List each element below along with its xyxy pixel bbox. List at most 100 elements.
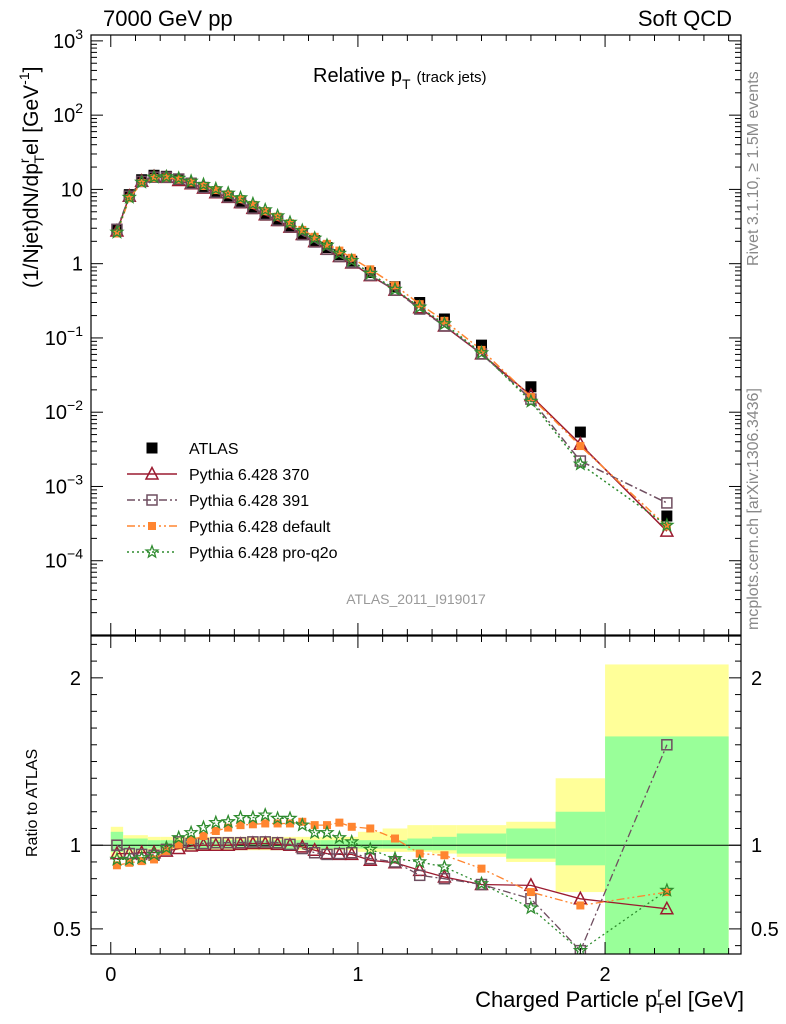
stat-band-bin xyxy=(320,840,334,849)
ratio-point-pythia-6-428-391 xyxy=(284,838,296,851)
stat-band-bin xyxy=(197,840,210,849)
data-point-pythia-6-428-pro-q2o xyxy=(158,168,175,184)
ratio-point-pythia-6-428-pro-q2o xyxy=(331,829,348,845)
ratio-point-pythia-6-428-default xyxy=(273,819,282,828)
ratio-point-pythia-6-428-pro-q2o xyxy=(208,814,224,830)
ratio-point-pythia-6-428-pro-q2o xyxy=(257,807,273,822)
stat-band-bin xyxy=(221,840,235,849)
ratio-point-pythia-6-428-pro-q2o xyxy=(436,858,453,874)
ratio-point-pythia-6-428-default xyxy=(440,851,449,860)
ratio-y-tick-label-right: 1 xyxy=(751,835,762,857)
main-plot xyxy=(109,168,675,537)
ratio-y-axis-label: Ratio to ATLAS xyxy=(24,749,41,857)
ratio-point-pythia-6-428-default xyxy=(347,822,356,831)
legend-label-pythia-6-428-370: Pythia 6.428 370 xyxy=(189,467,309,484)
data-point-pythia-6-428-391 xyxy=(661,497,673,509)
stat-band-bin xyxy=(456,833,507,854)
data-point-pythia-6-428-pro-q2o xyxy=(362,265,378,280)
data-point-pythia-6-428-default xyxy=(323,239,332,248)
ratio-point-pythia-6-428-default xyxy=(415,849,424,858)
ratio-point-pythia-6-428-391 xyxy=(661,739,673,751)
data-point-pythia-6-428-pro-q2o xyxy=(307,230,323,245)
series-line-pythia-6-428-default xyxy=(116,176,668,527)
y-tick-label: 1 xyxy=(72,254,83,276)
data-point-pythia-6-428-default xyxy=(576,442,585,451)
data-point-pythia-6-428-default xyxy=(162,173,171,182)
ratio-point-pythia-6-428-pro-q2o xyxy=(170,829,187,845)
data-point-pythia-6-428-default xyxy=(526,393,535,402)
y-tick-label: 10−3 xyxy=(45,471,83,498)
ratio-point-pythia-6-428-default xyxy=(174,840,183,849)
data-point-pythia-6-428-default xyxy=(366,265,375,274)
ratio-point-pythia-6-428-391 xyxy=(123,847,136,860)
ratio-point-pythia-6-428-370 xyxy=(319,845,335,860)
ratio-point-pythia-6-428-default xyxy=(224,823,233,832)
ratio-point-pythia-6-428-pro-q2o xyxy=(387,850,403,866)
ratio-point-pythia-6-428-pro-q2o xyxy=(195,819,212,835)
ratio-point-pythia-6-428-pro-q2o xyxy=(183,824,199,840)
data-point-pythia-6-428-pro-q2o xyxy=(319,237,335,252)
stat-band-bin xyxy=(407,838,433,851)
stat-band-bin xyxy=(147,840,161,849)
ratio-point-pythia-6-428-391 xyxy=(271,836,284,849)
ratio-point-pythia-6-428-pro-q2o xyxy=(146,846,162,861)
ratio-point-pythia-6-428-default xyxy=(390,834,399,843)
header-left: 7000 GeV pp xyxy=(103,6,233,31)
ratio-point-pythia-6-428-default xyxy=(236,821,245,830)
data-point-pythia-6-428-default xyxy=(261,207,270,216)
ratio-point-pythia-6-428-391 xyxy=(438,872,451,885)
data-point-pythia-6-428-default xyxy=(248,200,257,209)
axis-ticks: 0 1 2 10−4 10−3 10−2 10−1 1 10 102 103 0.5 0.5 1 1 2 2 xyxy=(45,26,779,986)
ratio-point-pythia-6-428-391 xyxy=(389,856,401,868)
stat-band-bin xyxy=(259,840,272,849)
stat-band-bin xyxy=(333,840,346,849)
data-point-pythia-6-428-pro-q2o xyxy=(146,169,162,184)
ratio-point-pythia-6-428-pro-q2o xyxy=(307,824,323,840)
ratio-point-pythia-6-428-391 xyxy=(321,848,333,861)
ratio-point-pythia-6-428-default xyxy=(248,820,257,829)
ratio-point-pythia-6-428-default xyxy=(199,832,208,841)
ratio-point-pythia-6-428-370 xyxy=(245,835,261,850)
legend-label-pythia-6-428-default: Pythia 6.428 default xyxy=(189,519,331,536)
header-right: Soft QCD xyxy=(637,6,732,31)
data-point-pythia-6-428-pro-q2o xyxy=(109,224,125,239)
stat-band-bin xyxy=(135,838,148,851)
legend: ATLAS Pythia 6.428 370 Pythia 6.428 391 Pyt… xyxy=(127,441,338,562)
data-point-atlas xyxy=(574,426,586,438)
ratio-point-pythia-6-428-default xyxy=(150,855,159,864)
ratio-line-pythia-6-428-default xyxy=(116,821,667,907)
legend-marker-pythia-6-428-pro-q2o xyxy=(144,543,160,559)
legend-marker-pythia-6-428-default xyxy=(148,522,156,530)
data-point-pythia-6-428-default xyxy=(310,232,319,241)
ratio-point-pythia-6-428-391 xyxy=(296,842,309,855)
ratio-point-pythia-6-428-pro-q2o xyxy=(343,833,360,849)
ratio-point-pythia-6-428-pro-q2o xyxy=(523,899,539,915)
ratio-point-pythia-6-428-pro-q2o xyxy=(319,824,335,840)
ratio-point-pythia-6-428-default xyxy=(366,824,375,833)
ratio-point-pythia-6-428-370 xyxy=(437,868,452,883)
ratio-point-pythia-6-428-default xyxy=(187,836,196,845)
ratio-point-pythia-6-428-370 xyxy=(109,845,125,860)
ratio-point-pythia-6-428-pro-q2o xyxy=(282,810,298,825)
ratio-point-pythia-6-428-391 xyxy=(222,836,234,849)
ratio-y-tick-label: 1 xyxy=(70,835,81,857)
ratio-point-pythia-6-428-default xyxy=(526,888,535,897)
data-point-pythia-6-428-pro-q2o xyxy=(269,207,286,223)
legend-label-atlas: ATLAS xyxy=(189,441,239,458)
data-point-pythia-6-428-pro-q2o xyxy=(282,214,298,229)
y-tick-label: 10−4 xyxy=(45,546,83,573)
data-point-pythia-6-428-default xyxy=(415,300,424,309)
ratio-line-pythia-6-428-370 xyxy=(117,842,667,910)
chart-title: Relative pT (track jets) xyxy=(313,65,487,92)
ratio-point-pythia-6-428-370 xyxy=(363,852,378,867)
data-point-pythia-6-428-pro-q2o xyxy=(412,299,428,314)
ratio-point-pythia-6-428-pro-q2o xyxy=(158,839,175,855)
ratio-point-pythia-6-428-370 xyxy=(270,836,285,851)
ratio-point-pythia-6-428-default xyxy=(662,888,671,897)
ratio-point-pythia-6-428-370 xyxy=(220,837,236,851)
data-point-pythia-6-428-default xyxy=(211,186,220,195)
data-point-pythia-6-428-pro-q2o xyxy=(473,344,490,360)
data-point-pythia-6-428-pro-q2o xyxy=(523,393,539,408)
ratio-line-pythia-6-428-pro-q2o xyxy=(117,814,668,952)
